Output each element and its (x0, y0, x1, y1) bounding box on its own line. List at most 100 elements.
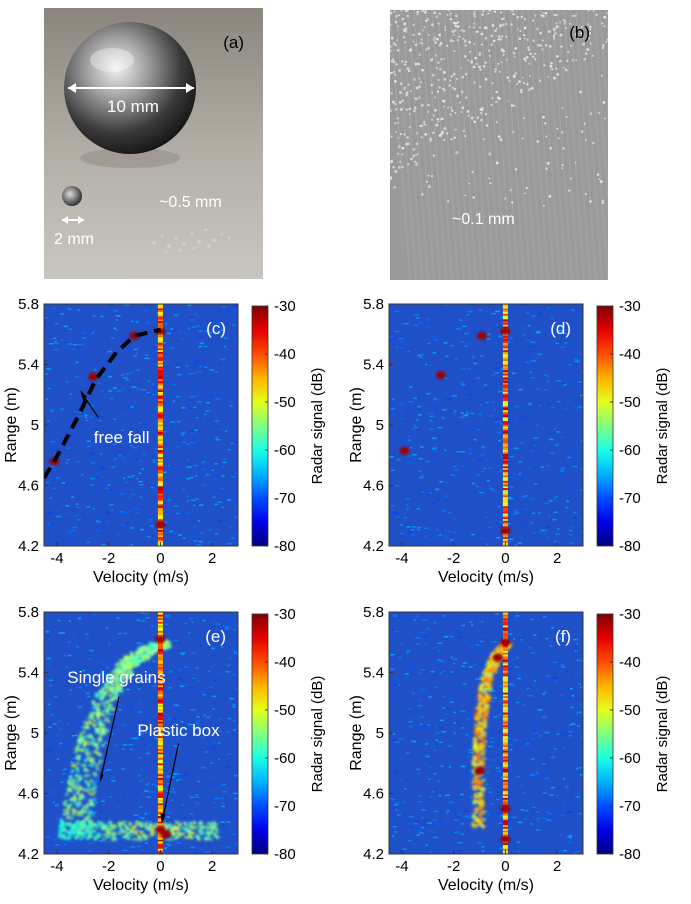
hot-spots (474, 638, 511, 843)
sand-grains (152, 228, 231, 254)
y-tick-label: 5.4 (18, 665, 39, 682)
colorbar-tick-label: -50 (274, 702, 296, 719)
hot-spot (500, 526, 511, 535)
colorbar-tick-label: -50 (619, 702, 641, 719)
colorbar-label: Radar signal (dB) (309, 676, 326, 793)
photo-b-image: (b) ~0.1 mm (390, 10, 608, 280)
x-axis-label: Velocity (m/s) (438, 877, 534, 894)
hot-spot (492, 653, 503, 662)
plastic-box-arrow (162, 743, 180, 818)
y-axis-label: Range (m) (348, 387, 365, 463)
colorbar (596, 613, 614, 855)
x-tick-label: 2 (553, 858, 561, 875)
y-tick-label: 5.8 (18, 604, 39, 621)
colorbar-tick-label: -30 (274, 606, 296, 623)
colorbar-tick-label: -80 (274, 846, 296, 863)
chart-f: (f) -4 -2 0 2 4.2 4.6 5 5.4 5.8 Velocity (m/s) Rang… (348, 604, 671, 894)
grain-cloud (59, 639, 172, 838)
x-tick-label: -4 (50, 550, 63, 567)
colorbar-tick-label: -80 (619, 846, 641, 863)
free-fall-label: free fall (94, 428, 150, 447)
y-tick-label: 5.8 (363, 296, 384, 313)
hot-spot (155, 635, 166, 644)
colorbar-tick-label: -50 (619, 394, 641, 411)
colorbar-tick-label: -70 (274, 490, 296, 507)
y-tick-label: 5.8 (18, 296, 39, 313)
colorbar-tick-label: -60 (619, 442, 641, 459)
colorbar-tick-label: -40 (274, 654, 296, 671)
y-tick-label: 4.2 (363, 846, 384, 863)
stationary-target-line (157, 304, 163, 546)
colorbar-tick-label: -60 (274, 750, 296, 767)
colorbar-tick-label: -70 (619, 490, 641, 507)
chart-e: Single grains Plastic box (e) -4 -2 0 2 4.2 4.6 5… (3, 604, 326, 894)
photo-a-steel-balls: (a) 10 mm ~0.5 mm 2 mm (44, 8, 263, 279)
y-axis-label: Range (m) (348, 695, 365, 771)
plastic-box-band (57, 820, 220, 841)
x-axis-label: Velocity (m/s) (93, 569, 189, 586)
small-steel-ball (62, 186, 82, 206)
hot-spot (474, 766, 485, 775)
y-tick-label: 5.4 (363, 357, 384, 374)
colorbar-tick-label: -70 (619, 798, 641, 815)
y-tick-label: 5.4 (18, 357, 39, 374)
y-tick-label: 5 (376, 417, 384, 434)
y-tick-label: 4.2 (18, 538, 39, 555)
colorbar (251, 305, 269, 547)
photo-a-image: (a) 10 mm ~0.5 mm 2 mm (44, 8, 263, 279)
colorbar-tick-label: -60 (274, 442, 296, 459)
hot-spots (155, 635, 171, 839)
hot-spots (399, 327, 511, 535)
y-tick-label: 5 (31, 725, 39, 742)
y-tick-label: 4.2 (18, 846, 39, 863)
y-tick-label: 4.6 (18, 786, 39, 803)
y-tick-label: 4.6 (363, 478, 384, 495)
x-tick-label: -2 (447, 550, 460, 567)
hot-spot (88, 372, 99, 381)
y-tick-label: 4.2 (363, 538, 384, 555)
x-tick-label: 0 (156, 550, 164, 567)
x-tick-label: -2 (102, 550, 115, 567)
colorbar-tick-label: -60 (619, 750, 641, 767)
x-tick-label: 0 (501, 550, 509, 567)
photo-b-label: (b) (569, 23, 590, 42)
y-tick-label: 4.6 (18, 478, 39, 495)
x-tick-label: -4 (395, 858, 408, 875)
ball-size-annotation: 10 mm (107, 97, 159, 116)
x-axis-label: Velocity (m/s) (438, 569, 534, 586)
hot-spot (500, 638, 511, 647)
colorbar-tick-label: -40 (619, 654, 641, 671)
panel-label: (e) (205, 627, 226, 646)
powder-size-annotation: ~0.1 mm (452, 211, 515, 228)
noise-speckle (44, 304, 238, 546)
x-tick-label: -4 (395, 550, 408, 567)
photo-b-powder: (b) ~0.1 mm (390, 10, 608, 280)
colorbar-label: Radar signal (dB) (654, 368, 671, 485)
colorbar-tick-label: -30 (274, 298, 296, 315)
x-tick-label: -4 (50, 858, 63, 875)
single-grains-label: Single grains (67, 668, 165, 687)
hot-spot (399, 446, 410, 455)
free-fall-curve (44, 327, 161, 479)
noise-speckle (389, 612, 583, 854)
panel-label: (f) (555, 627, 571, 646)
x-tick-label: -2 (447, 858, 460, 875)
heatmap-area (389, 304, 583, 546)
panel-label: (d) (550, 319, 571, 338)
colorbar-tick-label: -70 (274, 798, 296, 815)
noise-speckle (389, 304, 583, 546)
background-noise (389, 304, 583, 546)
panel-label: (c) (206, 319, 226, 338)
hot-spot (500, 834, 511, 843)
y-axis-label: Range (m) (3, 387, 20, 463)
colorbar-tick-label: -40 (274, 346, 296, 363)
sand-size-annotation: ~0.5 mm (159, 194, 222, 211)
colorbar-tick-label: -80 (619, 538, 641, 555)
hot-spot (500, 327, 511, 336)
hot-spot (435, 371, 446, 380)
x-tick-label: 2 (208, 858, 216, 875)
colorbar-tick-label: -30 (619, 298, 641, 315)
colorbar (251, 613, 269, 855)
y-tick-label: 5.4 (363, 665, 384, 682)
y-tick-label: 5 (376, 725, 384, 742)
